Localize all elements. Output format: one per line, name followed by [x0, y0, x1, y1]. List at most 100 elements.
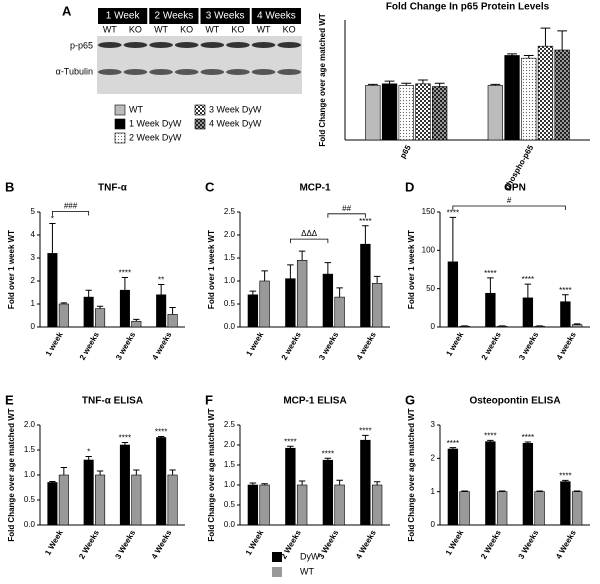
y-tick-label: 1.0 [224, 276, 236, 285]
bar [459, 491, 470, 526]
x-tick-label: 2 weeks [480, 330, 503, 362]
y-axis-label: Fold Change over age matched WT [7, 408, 16, 541]
bar [487, 85, 503, 141]
error-bar [524, 283, 532, 298]
bar [83, 459, 94, 526]
error-bar [169, 306, 176, 315]
y-axis-label: Fold over 1 week WT [7, 230, 16, 309]
bar [447, 261, 459, 328]
blot-band [98, 69, 122, 75]
bar [47, 253, 58, 328]
bar [247, 484, 259, 526]
bar [47, 482, 58, 526]
panel-letter: B [5, 179, 14, 194]
significance-label: **** [284, 437, 296, 446]
legend-label: WT [129, 104, 143, 114]
y-tick-label: 0.5 [224, 500, 236, 509]
error-bar [298, 480, 306, 485]
error-bar [324, 262, 332, 275]
error-bar [562, 294, 569, 302]
error-bar [367, 83, 378, 86]
x-tick-label: 4 weeks [150, 330, 173, 362]
bar [247, 294, 259, 328]
significance-label: **** [359, 427, 371, 436]
bar [485, 441, 496, 526]
bar [398, 85, 414, 141]
blot-lane-label: WT [257, 24, 271, 34]
bracket-label: ## [342, 204, 351, 213]
bar [560, 301, 571, 328]
error-bar [60, 467, 67, 475]
bar [571, 324, 583, 328]
y-tick-label: 50 [426, 284, 435, 293]
bracket [327, 213, 366, 218]
significance-label: **** [119, 269, 131, 278]
bar [322, 459, 334, 526]
bar [131, 474, 142, 526]
blot-header [251, 8, 301, 24]
y-tick-label: 2.0 [224, 440, 236, 449]
blot-row-label: p-p65 [70, 40, 93, 50]
error-bar [133, 469, 140, 475]
bracket [452, 205, 566, 210]
x-tick-label: p65 [398, 143, 413, 160]
y-tick-label: 1.0 [224, 480, 236, 489]
y-tick-label: 1.0 [24, 470, 36, 479]
y-tick-label: 0.0 [224, 520, 236, 529]
error-bar [461, 490, 468, 492]
bar [554, 49, 570, 141]
bar [119, 289, 130, 328]
bar [496, 491, 508, 526]
x-tick-label: 3 Weeks [517, 528, 541, 561]
bar [571, 491, 583, 526]
blot-band [200, 69, 225, 75]
error-bar [96, 305, 104, 309]
significance-label: **** [359, 217, 371, 226]
y-axis-label: Fold over 1 week WT [207, 230, 216, 309]
y-tick-label: 100 [422, 245, 436, 254]
chart-title: MCP-1 ELISA [283, 396, 346, 407]
legend-swatch [194, 104, 206, 116]
y-tick-label: 0.0 [24, 520, 36, 529]
significance-label: **** [322, 449, 334, 458]
x-tick-label: 1 week [44, 330, 65, 358]
bar [360, 439, 371, 526]
bar [58, 474, 69, 526]
legend-label: 4 Week DyW [209, 118, 262, 128]
error-bar [373, 275, 381, 284]
bar [259, 280, 270, 328]
error-bar [158, 283, 165, 295]
bar [522, 297, 534, 328]
error-bar [498, 490, 506, 492]
chart-title: OPN [504, 183, 526, 194]
error-bar [287, 264, 294, 279]
significance-label: * [87, 448, 90, 457]
x-tick-label: 3 weeks [317, 330, 340, 362]
y-tick-label: 1 [31, 299, 36, 308]
blot-band [251, 69, 276, 75]
blot-band [251, 42, 276, 48]
error-bar [573, 323, 581, 325]
error-bar [362, 434, 369, 441]
chart-title: TNF-α [98, 183, 128, 194]
x-tick-label: 3 weeks [114, 330, 137, 362]
significance-label: **** [522, 433, 534, 442]
x-tick-label: 2 Weeks [77, 528, 101, 561]
error-bar [324, 457, 332, 461]
bracket-label: ### [64, 202, 78, 211]
error-bar [336, 287, 343, 298]
blot-header [200, 8, 250, 24]
significance-label: **** [484, 269, 496, 278]
legend-swatch [272, 552, 282, 562]
y-tick-label: 4 [31, 230, 36, 239]
bar [504, 55, 520, 141]
blot-lane-label: KO [129, 24, 142, 34]
blot-lane-label: WT [205, 24, 219, 34]
blot-group-label: 4 Weeks [257, 11, 296, 22]
error-bar [449, 216, 457, 262]
blot-lane-label: WT [103, 24, 117, 34]
significance-label: **** [559, 471, 571, 480]
panel-letter: F [205, 392, 213, 407]
bar [285, 447, 296, 526]
chart-title: MCP-1 [299, 183, 331, 194]
